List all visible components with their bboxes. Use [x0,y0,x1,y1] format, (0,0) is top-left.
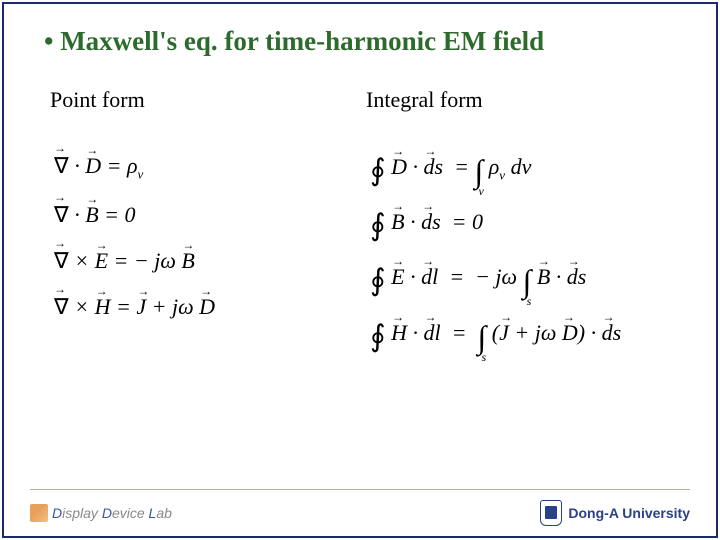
university-seal-icon [540,500,562,526]
integral-eq-4: ∮ H · dl = ∫s (J + jω D) · ds [370,321,676,353]
point-form-header: Point form [50,87,360,113]
integral-eq-2: ∮ B · ds = 0 [370,211,676,241]
integral-form-eq-list: ∮ D · ds = ∫v ρv dv ∮ B · ds = 0 ∮ E · d… [370,155,676,353]
point-form-eq-list: ∇ · D = ρv ∇ · B = 0 ∇ × E = − jω B ∇ × … [54,155,360,318]
lab-icon [30,504,48,522]
slide-content: • Maxwell's eq. for time-harmonic EM fie… [0,0,720,353]
footer: Display Device Lab Dong-A University [30,500,690,526]
integral-form-header: Integral form [366,87,676,113]
point-eq-4: ∇ × H = J + jω D [54,296,360,318]
integral-form-column: Integral form ∮ D · ds = ∫v ρv dv ∮ B · … [360,87,676,353]
point-form-column: Point form ∇ · D = ρv ∇ · B = 0 ∇ × E = … [44,87,360,353]
university-logo: Dong-A University [540,500,690,526]
equation-columns: Point form ∇ · D = ρv ∇ · B = 0 ∇ × E = … [44,87,676,353]
lab-text: Display Device Lab [52,505,172,521]
point-eq-1: ∇ · D = ρv [54,155,360,180]
lab-logo: Display Device Lab [30,504,172,522]
footer-divider [30,489,690,490]
slide-title: • Maxwell's eq. for time-harmonic EM fie… [44,24,676,59]
point-eq-3: ∇ × E = − jω B [54,250,360,272]
integral-eq-1: ∮ D · ds = ∫v ρv dv [370,155,676,187]
point-eq-2: ∇ · B = 0 [54,204,360,226]
integral-eq-3: ∮ E · dl = − jω ∫s B · ds [370,265,676,297]
university-name: Dong-A University [568,505,690,521]
